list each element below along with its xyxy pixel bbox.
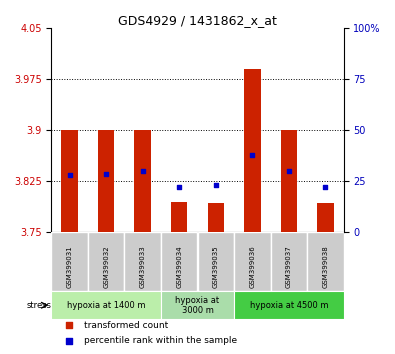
Bar [280, 130, 297, 232]
Text: GSM399037: GSM399037 [286, 246, 292, 289]
Text: hypoxia at 1400 m: hypoxia at 1400 m [67, 301, 145, 310]
Point [286, 168, 292, 174]
Point [66, 172, 73, 178]
Bar [271, 232, 307, 291]
Point [66, 322, 72, 328]
Bar [317, 203, 334, 232]
Point [213, 182, 219, 188]
Bar [51, 232, 88, 291]
Bar [171, 201, 188, 232]
Bar [61, 130, 78, 232]
Text: GSM399038: GSM399038 [322, 246, 328, 289]
Bar [307, 232, 344, 291]
Point [249, 152, 256, 158]
Bar [244, 69, 261, 232]
Bar [98, 130, 115, 232]
Point [176, 184, 182, 190]
Bar [234, 232, 271, 291]
Text: GSM399036: GSM399036 [249, 246, 255, 289]
Text: GSM399032: GSM399032 [103, 246, 109, 289]
Bar [161, 291, 234, 319]
Bar [88, 232, 124, 291]
Text: GSM399034: GSM399034 [176, 246, 182, 289]
Point [139, 168, 146, 174]
Text: transformed count: transformed count [83, 321, 168, 330]
Bar [134, 130, 151, 232]
Bar [198, 232, 234, 291]
Text: percentile rank within the sample: percentile rank within the sample [83, 336, 237, 345]
Text: hypoxia at
3000 m: hypoxia at 3000 m [175, 296, 220, 315]
Bar [161, 232, 198, 291]
Title: GDS4929 / 1431862_x_at: GDS4929 / 1431862_x_at [118, 14, 277, 27]
Point [322, 184, 329, 190]
Bar [207, 203, 224, 232]
Bar [51, 291, 161, 319]
Text: GSM399031: GSM399031 [67, 246, 73, 289]
Point [103, 171, 109, 177]
Bar [234, 291, 344, 319]
Bar [124, 232, 161, 291]
Text: GSM399035: GSM399035 [213, 246, 219, 289]
Text: hypoxia at 4500 m: hypoxia at 4500 m [250, 301, 328, 310]
Text: GSM399033: GSM399033 [140, 246, 146, 289]
Point [66, 338, 72, 344]
Text: stress: stress [26, 301, 51, 310]
